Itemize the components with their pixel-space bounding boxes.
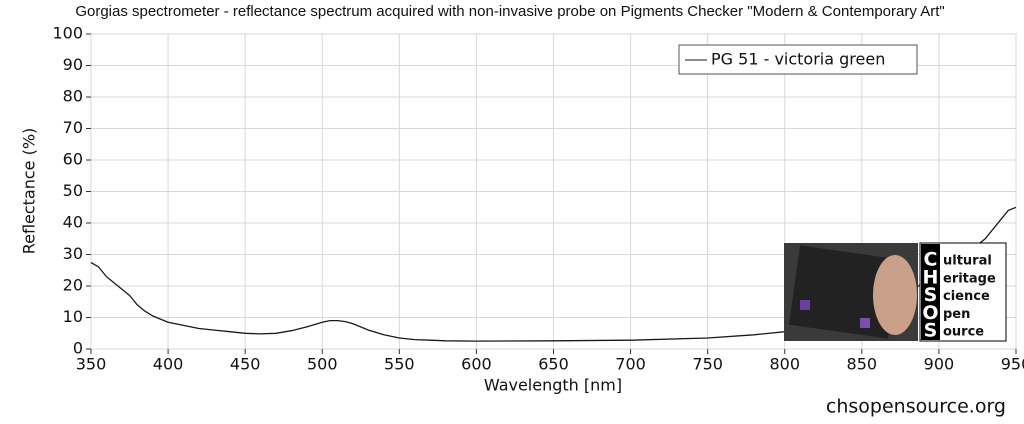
x-axis-label: Wavelength [nm] (484, 376, 622, 395)
logo-photo-swatch (800, 300, 810, 310)
x-tick-label: 800 (769, 355, 800, 374)
logo-photo-swatch (860, 318, 870, 328)
logo-photo-hand (873, 255, 917, 335)
x-tick-label: 950 (1001, 355, 1024, 374)
logo-letter: C (924, 249, 938, 271)
logo-word: cience (943, 289, 990, 304)
chart-title: Gorgias spectrometer - reflectance spect… (75, 3, 944, 20)
x-tick-label: 850 (847, 355, 878, 374)
y-tick-label: 40 (63, 213, 83, 232)
y-tick-label: 0 (73, 339, 83, 358)
legend-label: PG 51 - victoria green (711, 50, 885, 69)
y-tick-label: 70 (63, 118, 83, 137)
y-tick-label: 100 (52, 24, 83, 43)
y-tick-label: 60 (63, 150, 83, 169)
logo-letter: S (924, 320, 938, 342)
y-tick-label: 90 (63, 55, 83, 74)
x-tick-label: 400 (153, 355, 184, 374)
y-axis-label: Reflectance (%) (20, 128, 39, 255)
y-tick-label: 10 (63, 307, 83, 326)
x-tick-label: 550 (384, 355, 415, 374)
logo-photo-checker (788, 245, 900, 339)
footer: chsopensource.org (826, 396, 1006, 418)
legend-box (678, 44, 918, 75)
x-tick-label: 750 (692, 355, 723, 374)
y-tick-label: 50 (63, 181, 83, 200)
y-tick-label: 30 (63, 244, 83, 263)
y-tick-label: 20 (63, 276, 83, 295)
logo-word: eritage (943, 271, 996, 286)
x-tick-label: 500 (307, 355, 338, 374)
x-tick-label: 600 (461, 355, 492, 374)
logo-word: ource (943, 325, 984, 340)
x-tick-label: 900 (924, 355, 955, 374)
logo-letter: H (923, 266, 939, 288)
logo-letter: S (924, 284, 938, 306)
x-tick-label: 450 (230, 355, 261, 374)
x-tick-label: 700 (615, 355, 646, 374)
logo-bar (921, 244, 940, 340)
y-tick-label: 80 (63, 87, 83, 106)
logo-word: pen (943, 307, 970, 322)
logo-word: ultural (943, 254, 992, 269)
logo-letter: O (922, 302, 938, 324)
x-tick-label: 650 (538, 355, 569, 374)
x-tick-label: 350 (76, 355, 107, 374)
